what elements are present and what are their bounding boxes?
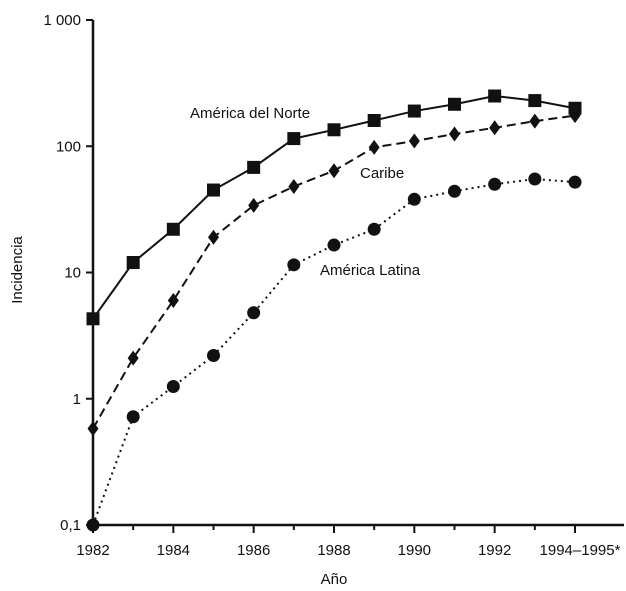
data-point bbox=[448, 184, 461, 198]
y-tick-label: 0,1 bbox=[60, 517, 81, 534]
y-tick-label: 10 bbox=[64, 265, 81, 282]
series-label-america-del-norte: América del Norte bbox=[190, 105, 310, 122]
x-tick-label: 1984 bbox=[157, 542, 190, 559]
y-tick-label: 100 bbox=[56, 138, 81, 155]
y-tick-label: 1 000 bbox=[43, 12, 81, 29]
data-point bbox=[408, 133, 420, 149]
x-tick-label: 1994–1995* bbox=[540, 542, 621, 559]
data-point bbox=[248, 197, 260, 213]
data-point bbox=[328, 163, 340, 179]
data-point bbox=[407, 104, 421, 118]
data-point bbox=[127, 350, 139, 366]
data-point bbox=[87, 421, 99, 437]
series-label-america-latina: América Latina bbox=[320, 262, 421, 279]
data-point bbox=[529, 113, 541, 129]
data-point bbox=[367, 222, 381, 236]
data-point bbox=[449, 126, 460, 142]
data-point bbox=[207, 183, 220, 197]
data-point bbox=[247, 306, 261, 320]
x-tick-label: 1986 bbox=[237, 542, 270, 559]
data-point bbox=[126, 256, 140, 270]
data-point bbox=[166, 380, 180, 394]
data-point bbox=[287, 132, 301, 146]
x-axis-ticks: 1982 1984 1986 1988 1990 1992 1994–1995* bbox=[76, 525, 621, 559]
data-point bbox=[568, 175, 582, 189]
x-tick-label: 1988 bbox=[317, 542, 350, 559]
data-point bbox=[528, 94, 542, 108]
series-square bbox=[86, 89, 582, 326]
data-point bbox=[327, 123, 341, 137]
data-point bbox=[367, 113, 381, 127]
data-point bbox=[166, 222, 180, 236]
series-line bbox=[92, 178, 576, 526]
series-circle bbox=[86, 172, 582, 532]
data-point bbox=[488, 89, 502, 103]
series-label-caribe: Caribe bbox=[360, 165, 404, 182]
x-tick-label: 1992 bbox=[478, 542, 511, 559]
data-point bbox=[569, 108, 581, 124]
data-point bbox=[86, 312, 100, 326]
data-point bbox=[528, 172, 542, 186]
data-point bbox=[327, 238, 341, 252]
data-point bbox=[126, 410, 140, 424]
x-axis-title: Año bbox=[321, 571, 348, 588]
x-tick-label: 1982 bbox=[76, 542, 109, 559]
y-axis-title: Incidencia bbox=[9, 236, 26, 304]
data-point bbox=[287, 258, 301, 272]
data-point bbox=[407, 192, 421, 206]
data-point bbox=[448, 97, 461, 111]
x-tick-label: 1990 bbox=[398, 542, 431, 559]
series-layer bbox=[86, 89, 582, 532]
data-point bbox=[207, 349, 220, 363]
y-tick-label: 1 bbox=[73, 391, 81, 408]
data-point bbox=[247, 160, 261, 174]
data-point bbox=[288, 178, 300, 194]
series-diamond bbox=[87, 108, 581, 437]
data-point bbox=[368, 139, 380, 155]
data-point bbox=[167, 293, 179, 309]
y-axis-ticks: 0,1 1 10 100 1 000 bbox=[43, 12, 93, 534]
data-point bbox=[488, 177, 502, 191]
data-point bbox=[86, 518, 100, 532]
data-point bbox=[489, 120, 501, 136]
data-point bbox=[208, 229, 219, 245]
